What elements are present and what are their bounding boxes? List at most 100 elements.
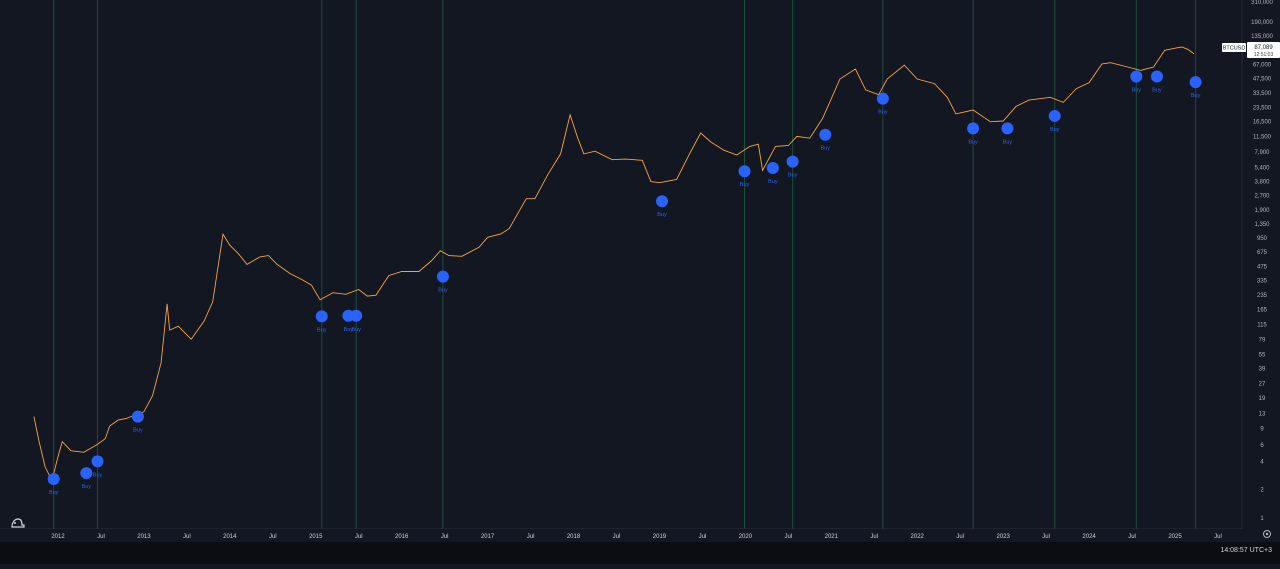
y-tick-label: 115 (1257, 322, 1267, 328)
x-tick-label: Jul (1214, 534, 1222, 540)
y-tick-label: 27 (1259, 382, 1266, 388)
x-tick-label: Jul (785, 534, 793, 540)
x-tick-label: 2016 (395, 534, 409, 540)
y-tick-label: 310,000 (1251, 0, 1273, 6)
y-tick-label: 39 (1259, 366, 1266, 372)
x-tick-label: 2012 (51, 534, 65, 540)
buy-label: Buy (49, 490, 59, 496)
tradingview-logo-icon[interactable] (10, 514, 26, 530)
buy-label: Buy (351, 327, 361, 333)
buy-marker (738, 165, 751, 178)
buy-marker (350, 309, 363, 322)
y-tick-label: 1,350 (1254, 222, 1270, 228)
y-tick-label: 1 (1260, 516, 1264, 522)
x-tick-label: 2014 (223, 534, 237, 540)
buy-marker (91, 455, 104, 468)
y-tick-label: 79 (1259, 338, 1266, 344)
x-tick-label: Jul (527, 534, 535, 540)
y-tick-label: 190,000 (1251, 20, 1273, 26)
x-tick-label: 2015 (309, 534, 323, 540)
x-tick-label: 2018 (567, 534, 581, 540)
y-tick-label: 23,500 (1253, 105, 1272, 111)
buy-label: Buy (82, 484, 92, 490)
buy-marker (656, 195, 669, 208)
buy-marker (1048, 109, 1061, 122)
y-tick-label: 675 (1257, 250, 1268, 256)
x-tick-label: 2024 (1082, 534, 1096, 540)
time-axis[interactable] (0, 529, 1242, 542)
y-tick-label: 2 (1260, 488, 1264, 494)
buy-marker (80, 467, 93, 480)
x-tick-label: Jul (613, 534, 621, 540)
x-tick-label: 2022 (911, 534, 925, 540)
x-tick-label: Jul (956, 534, 964, 540)
buy-marker (876, 92, 889, 105)
price-tag: BTCUSD 87,089 12:51:03 (1222, 42, 1280, 58)
price-tag-symbol: BTCUSD (1223, 46, 1246, 52)
y-tick-label: 3,800 (1254, 180, 1270, 186)
x-tick-label: 2023 (996, 534, 1010, 540)
buy-label: Buy (768, 179, 778, 185)
buy-label: Buy (1132, 87, 1142, 93)
buy-label: Buy (740, 182, 750, 188)
x-tick-label: Jul (1042, 534, 1050, 540)
x-tick-label: 2017 (481, 534, 495, 540)
x-tick-label: Jul (269, 534, 277, 540)
x-tick-label: 2019 (653, 534, 667, 540)
buy-label: Buy (133, 428, 143, 434)
x-tick-label: Jul (1128, 534, 1136, 540)
buy-marker (131, 410, 144, 423)
x-tick-label: 2025 (1168, 534, 1182, 540)
y-tick-label: 11,500 (1253, 134, 1272, 140)
x-tick-label: Jul (699, 534, 707, 540)
buy-label: Buy (1152, 87, 1162, 93)
buy-marker (1150, 70, 1163, 83)
price-axis[interactable]: 310,000190,000135,00095,00067,00047,5003… (1251, 0, 1273, 522)
buy-label: Buy (657, 212, 667, 218)
y-tick-label: 950 (1257, 236, 1268, 242)
buy-label: Buy (968, 139, 978, 145)
bottom-bar (0, 542, 1280, 564)
buy-marker (47, 473, 60, 486)
buy-marker (436, 270, 449, 283)
vertical-markers (53, 0, 1197, 529)
y-tick-label: 9 (1260, 426, 1264, 432)
buy-marker (819, 128, 832, 141)
settings-gear-icon[interactable] (1262, 529, 1272, 539)
x-tick-label: Jul (183, 534, 191, 540)
y-tick-label: 16,500 (1253, 120, 1272, 126)
x-tick-label: Jul (355, 534, 363, 540)
buy-label: Buy (1003, 139, 1013, 145)
y-tick-label: 475 (1257, 264, 1268, 270)
buy-label: Buy (1050, 127, 1060, 133)
y-tick-label: 67,000 (1253, 63, 1272, 69)
buy-marker (1130, 70, 1143, 83)
x-tick-label: 2013 (137, 534, 151, 540)
y-tick-label: 235 (1257, 293, 1268, 299)
y-tick-label: 33,500 (1253, 91, 1272, 97)
y-tick-label: 7,900 (1254, 150, 1270, 156)
plot-background (0, 0, 1280, 529)
y-tick-label: 165 (1257, 308, 1268, 314)
buy-label: Buy (878, 110, 888, 116)
y-tick-label: 5,400 (1254, 165, 1270, 171)
buy-label: Buy (1191, 93, 1201, 99)
y-tick-label: 1,900 (1254, 208, 1270, 214)
y-tick-label: 55 (1259, 352, 1266, 358)
x-tick-label: Jul (870, 534, 878, 540)
buy-marker (1189, 76, 1202, 89)
buy-label: Buy (438, 288, 448, 294)
buy-label: Buy (344, 327, 354, 333)
y-tick-label: 13 (1259, 411, 1266, 417)
buy-marker (786, 155, 799, 168)
price-tag-countdown: 12:51:03 (1254, 52, 1274, 58)
y-tick-label: 47,500 (1253, 77, 1272, 83)
time-axis-ticks: 2012 Jul 2013 Jul 2014 Jul 2015 Jul 2016 Jul 2017 J… (51, 534, 1221, 540)
clock-readout[interactable]: 14:08:57 UTC+3 (1220, 547, 1272, 554)
y-tick-label: 2,700 (1254, 194, 1270, 200)
x-tick-label: Jul (97, 534, 105, 540)
buy-marker (766, 162, 779, 175)
